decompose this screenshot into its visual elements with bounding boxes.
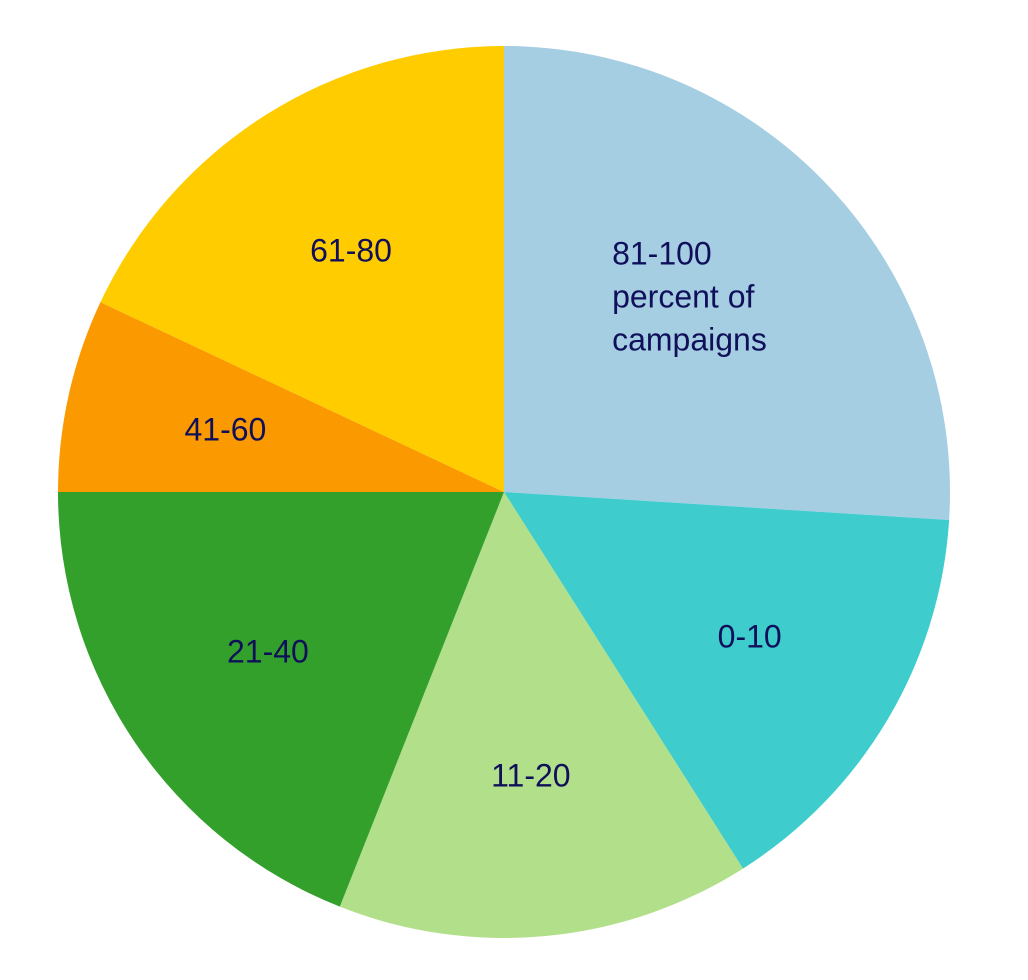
- pie-slice: [504, 46, 951, 521]
- slice-label: 11-20: [491, 757, 571, 794]
- pie-slice: [58, 492, 504, 907]
- pie-slice: [504, 492, 950, 869]
- slice-label: 81-100 percent of campaigns: [612, 235, 767, 358]
- slice-label: 0-10: [717, 618, 782, 655]
- slice-label: 21-40: [226, 633, 309, 670]
- slice-label: 61-80: [310, 232, 392, 269]
- pie-slice: [100, 46, 504, 492]
- pie-slice: [339, 492, 743, 938]
- pie-slice: [58, 302, 504, 492]
- slice-label: 41-60: [184, 411, 267, 448]
